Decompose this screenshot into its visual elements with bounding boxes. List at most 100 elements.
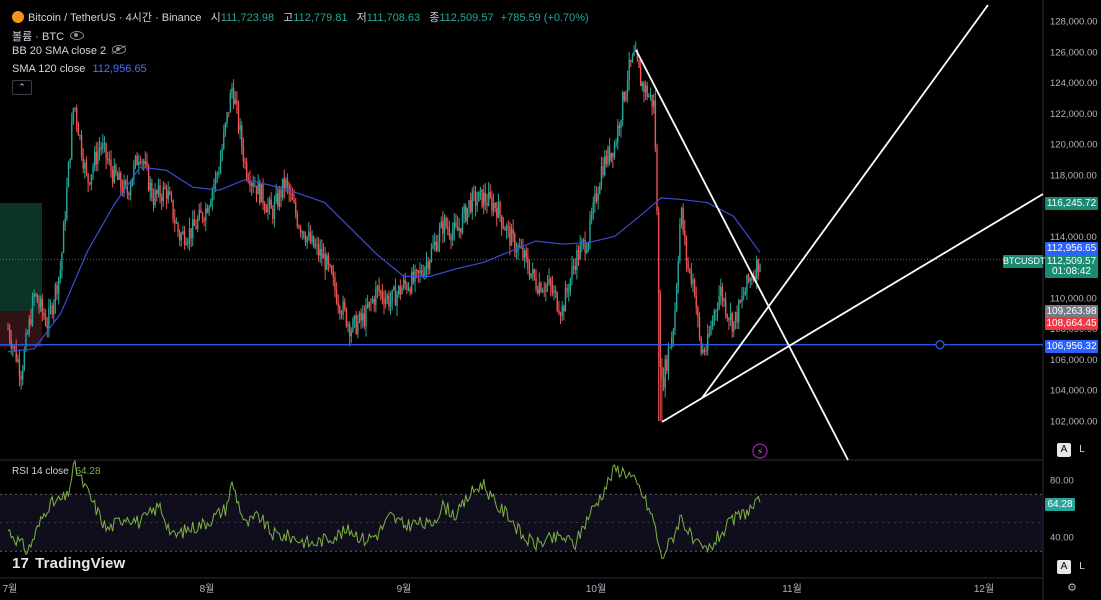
candle-body [231,87,233,93]
sma-120-line [7,166,761,353]
candle-body [626,80,629,93]
candle-body [451,231,454,240]
candle-body [90,174,93,184]
eye-off-icon[interactable] [112,45,127,54]
candle-body [545,284,547,292]
candle-body [651,95,653,107]
candle-body [330,266,333,274]
candle-body [319,248,321,256]
candle-body [156,190,158,194]
candle-body [633,51,635,56]
y-tick-label: 104,000.00 [1050,386,1098,397]
candle-body [92,166,94,175]
candle-body [509,227,511,246]
sma-legend[interactable]: SMA 120 close 112,956.65 [12,63,147,75]
candle-body [447,226,449,229]
candle-body [615,142,617,145]
candle-body [283,178,285,189]
candle-body [466,207,469,222]
candle-body [437,241,439,251]
candle-body [340,313,343,315]
bb-legend[interactable]: BB 20 SMA close 2 [12,45,127,57]
candle-body [422,274,424,277]
candle-body [661,366,663,378]
candle-body [523,250,526,259]
candle-body [455,222,457,227]
rsi-log-scale-button[interactable]: L [1079,561,1085,572]
rsi-legend[interactable]: RSI 14 close 64.28 [12,466,101,477]
candle-body [484,192,487,203]
candle-body [638,59,640,68]
candle-body [419,270,421,274]
candle-body [636,50,639,60]
candle-body [329,264,331,267]
candle-body [293,200,295,203]
candle-body [540,282,542,293]
candle-body [159,184,161,198]
candle-body [525,250,527,257]
candle-body [321,248,323,259]
candle-body [298,225,300,228]
candle-body [729,313,732,321]
candle-body [383,298,385,305]
candle-body [751,278,753,280]
candle-body [335,290,338,304]
candle-body [72,108,75,122]
candle-body [486,202,488,206]
candle-body [569,278,572,292]
settings-icon[interactable]: ⚙ [1067,582,1077,594]
candle-body [247,178,250,181]
candle-body [450,236,452,240]
candle-body [664,359,666,388]
candle-body [85,163,88,174]
candle-body [532,269,534,274]
y-axis: 128,000.00 126,000.00 124,000.00 122,000.00… [1050,17,1098,428]
candle-body [152,198,155,206]
rsi-auto-scale-button[interactable]: A [1057,560,1071,574]
candle-body [95,151,97,165]
candle-body [657,211,660,295]
y-tick-label: 122,000.00 [1050,109,1098,120]
candle-body [718,295,720,309]
candle-body [200,209,202,213]
candle-body [162,186,165,202]
candle-body [316,244,318,246]
log-scale-button[interactable]: L [1079,444,1085,455]
candle-body [30,318,32,325]
candle-body [613,144,616,158]
candle-body [38,302,40,308]
candle-body [535,277,537,290]
candle-body [620,119,622,129]
candle-body [747,274,750,282]
candle-body [128,193,130,195]
candle-body [424,267,426,277]
candle-body [241,125,243,147]
candle-body [108,159,111,161]
candle-body [514,234,516,252]
candle-body [69,158,71,163]
candle-body [746,274,748,292]
candle-body [538,282,541,294]
candle-body [406,283,408,290]
symbol-title[interactable]: Bitcoin / TetherUS · 4시간 · Binance [28,12,202,24]
collapse-legend-button[interactable]: ⌃ [12,80,32,95]
candle-body [550,278,552,286]
eye-icon[interactable] [70,31,85,40]
candle-body [433,241,436,246]
candle-body [435,241,438,251]
candle-body [281,178,284,198]
candle-body [160,197,163,202]
volume-legend[interactable]: 볼륨 · BTC [12,28,85,44]
high-value: 112,779.81 [293,12,348,24]
sma-value: 112,956.65 [92,63,147,75]
candle-body [561,306,563,316]
candle-body [133,164,135,179]
candle-body [680,208,683,225]
sma-label: SMA 120 close [12,63,86,75]
candle-body [12,346,14,349]
candle-body [643,82,645,93]
candle-body [669,346,671,349]
auto-scale-button[interactable]: A [1057,443,1071,457]
candle-body [151,182,153,199]
